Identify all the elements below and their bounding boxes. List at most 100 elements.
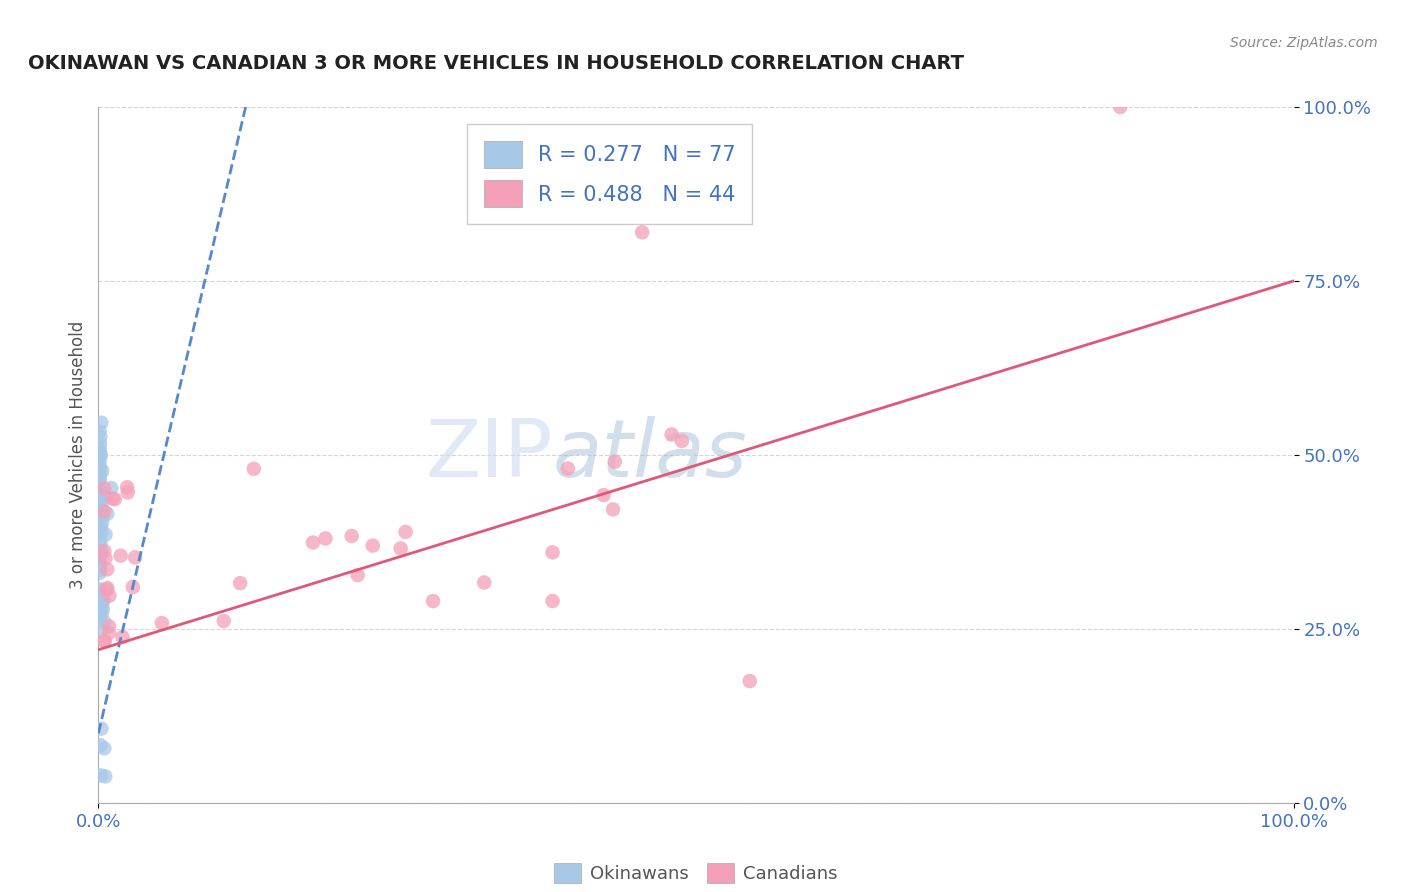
Point: [89, 611, 111, 625]
Point: [93, 634, 115, 648]
Point: [90, 501, 112, 516]
Point: [93, 615, 115, 629]
Point: [89, 548, 111, 562]
Point: [90, 624, 112, 639]
Point: [96, 581, 118, 595]
Point: [96, 582, 118, 597]
Point: [394, 524, 416, 539]
Point: [89, 489, 111, 503]
Text: OKINAWAN VS CANADIAN 3 OR MORE VEHICLES IN HOUSEHOLD CORRELATION CHART: OKINAWAN VS CANADIAN 3 OR MORE VEHICLES …: [28, 54, 965, 72]
Y-axis label: 3 or more Vehicles in Household: 3 or more Vehicles in Household: [69, 321, 87, 589]
Point: [89, 584, 111, 599]
Point: [150, 615, 173, 630]
Point: [94, 527, 117, 541]
Point: [90, 599, 112, 613]
Point: [229, 576, 252, 591]
Point: [89, 603, 111, 617]
Point: [89, 536, 111, 550]
Point: [89, 469, 111, 483]
Point: [340, 529, 363, 543]
Point: [557, 461, 579, 475]
Point: [90, 544, 112, 558]
Point: [472, 575, 495, 590]
Point: [89, 560, 111, 574]
Point: [111, 630, 134, 644]
Point: [89, 520, 111, 534]
Point: [89, 442, 111, 456]
Point: [631, 225, 654, 239]
Point: [91, 602, 114, 616]
Point: [603, 455, 626, 469]
Text: atlas: atlas: [553, 416, 748, 494]
Point: [89, 469, 111, 483]
Point: [100, 481, 122, 495]
Text: ZIP: ZIP: [425, 416, 553, 494]
Point: [89, 455, 111, 469]
Point: [89, 738, 111, 752]
Point: [90, 416, 112, 430]
Point: [89, 554, 111, 568]
Point: [541, 545, 564, 559]
Point: [89, 463, 111, 477]
Point: [361, 539, 384, 553]
Point: [97, 626, 120, 640]
Point: [90, 722, 112, 736]
Point: [90, 586, 112, 600]
Point: [89, 506, 111, 520]
Point: [738, 674, 761, 689]
Point: [89, 491, 111, 506]
Point: [115, 480, 138, 494]
Point: [89, 445, 111, 459]
Point: [91, 598, 114, 612]
Point: [90, 504, 112, 518]
Point: [89, 493, 111, 508]
Point: [89, 425, 111, 439]
Point: [592, 488, 614, 502]
Point: [389, 541, 412, 556]
Text: Source: ZipAtlas.com: Source: ZipAtlas.com: [1230, 36, 1378, 50]
Point: [93, 634, 115, 648]
Point: [93, 504, 115, 518]
Point: [93, 741, 115, 756]
Point: [91, 510, 114, 524]
Point: [94, 769, 117, 783]
Point: [243, 462, 266, 476]
Point: [89, 566, 111, 580]
Point: [89, 557, 111, 571]
Point: [89, 599, 111, 614]
Point: [89, 484, 111, 499]
Point: [89, 473, 111, 487]
Point: [89, 496, 111, 510]
Point: [94, 551, 117, 566]
Point: [93, 593, 115, 607]
Point: [89, 475, 111, 490]
Point: [90, 499, 112, 513]
Point: [89, 486, 111, 500]
Point: [89, 448, 111, 462]
Point: [89, 587, 111, 601]
Point: [89, 430, 111, 444]
Point: [89, 450, 111, 464]
Point: [98, 589, 121, 603]
Point: [93, 482, 115, 496]
Point: [124, 550, 146, 565]
Point: [90, 768, 112, 782]
Point: [104, 492, 127, 507]
Point: [315, 532, 337, 546]
Point: [346, 568, 368, 582]
Point: [110, 549, 132, 563]
Point: [89, 602, 111, 616]
Point: [302, 535, 325, 549]
Point: [96, 562, 118, 576]
Point: [90, 521, 112, 535]
Point: [90, 607, 112, 622]
Point: [121, 580, 143, 594]
Point: [89, 587, 111, 601]
Point: [91, 516, 114, 530]
Point: [89, 546, 111, 560]
Point: [602, 502, 624, 516]
Point: [96, 507, 118, 521]
Legend: Okinawans, Canadians: Okinawans, Canadians: [546, 854, 846, 892]
Point: [117, 485, 139, 500]
Point: [101, 491, 124, 506]
